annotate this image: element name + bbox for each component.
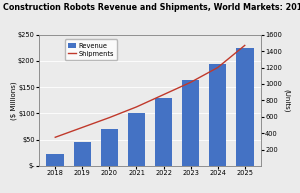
Bar	[100, 129, 118, 166]
Bar	[128, 113, 145, 166]
Y-axis label: ($ Millions): ($ Millions)	[10, 81, 16, 120]
Bar	[209, 64, 226, 166]
Bar	[236, 48, 254, 166]
Y-axis label: (Units): (Units)	[284, 89, 290, 112]
Bar	[74, 142, 91, 166]
Bar	[155, 98, 172, 166]
Text: Construction Robots Revenue and Shipments, World Markets: 2018-2025: Construction Robots Revenue and Shipment…	[3, 3, 300, 12]
Legend: Revenue, Shipments: Revenue, Shipments	[64, 39, 117, 60]
Bar	[46, 154, 64, 166]
Bar	[182, 80, 200, 166]
